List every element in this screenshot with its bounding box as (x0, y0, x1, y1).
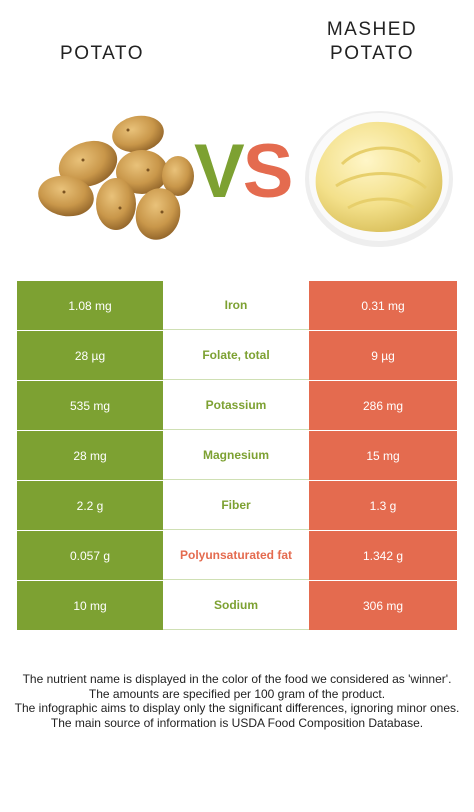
left-value: 28 mg (17, 431, 163, 480)
footnote-significance: The infographic aims to display only the… (14, 701, 460, 715)
table-row: 28 mg Magnesium 15 mg (17, 431, 457, 481)
right-value: 9 µg (309, 331, 457, 380)
potato-image (38, 115, 194, 240)
nutrient-comparison-table: 1.08 mg Iron 0.31 mg 28 µg Folate, total 9 µg… (17, 281, 457, 631)
footnote-winner: The nutrient name is displayed in the co… (22, 672, 452, 686)
table-row: 2.2 g Fiber 1.3 g (17, 481, 457, 531)
right-food-title: MASHED POTATO (270, 18, 474, 66)
table-row: 535 mg Potassium 286 mg (17, 381, 457, 431)
table-row: 10 mg Sodium 306 mg (17, 581, 457, 631)
vs-label: VS (194, 129, 294, 214)
nutrient-name: Fiber (163, 481, 309, 530)
nutrient-name: Polyunsaturated fat (163, 531, 309, 580)
nutrient-name: Iron (163, 281, 309, 330)
mashed-potato-image (305, 111, 453, 247)
right-value: 15 mg (309, 431, 457, 480)
table-row: 0.057 g Polyunsaturated fat 1.342 g (17, 531, 457, 581)
footnote-source: The main source of information is USDA F… (50, 715, 424, 730)
right-value: 286 mg (309, 381, 457, 430)
table-row: 28 µg Folate, total 9 µg (17, 331, 457, 381)
footnotes: The nutrient name is displayed in the co… (12, 672, 462, 730)
vs-s: S (242, 129, 294, 214)
footnote-amounts: The amounts are specified per 100 gram o… (88, 686, 386, 701)
left-value: 2.2 g (17, 481, 163, 530)
left-value: 0.057 g (17, 531, 163, 580)
nutrient-name: Folate, total (163, 331, 309, 380)
right-value: 0.31 mg (309, 281, 457, 330)
left-value: 535 mg (17, 381, 163, 430)
left-value: 28 µg (17, 331, 163, 380)
nutrient-name: Sodium (163, 581, 309, 630)
table-row: 1.08 mg Iron 0.31 mg (17, 281, 457, 331)
right-value: 306 mg (309, 581, 457, 630)
right-value: 1.3 g (309, 481, 457, 530)
vs-v: V (194, 129, 245, 214)
right-food-title-line2: POTATO (330, 43, 414, 64)
nutrient-name: Potassium (163, 381, 309, 430)
right-value: 1.342 g (309, 531, 457, 580)
nutrient-name: Magnesium (163, 431, 309, 480)
left-value: 1.08 mg (17, 281, 163, 330)
left-food-title: POTATO (60, 43, 144, 64)
right-food-title-line1: MASHED (326, 19, 418, 40)
left-value: 10 mg (17, 581, 163, 630)
